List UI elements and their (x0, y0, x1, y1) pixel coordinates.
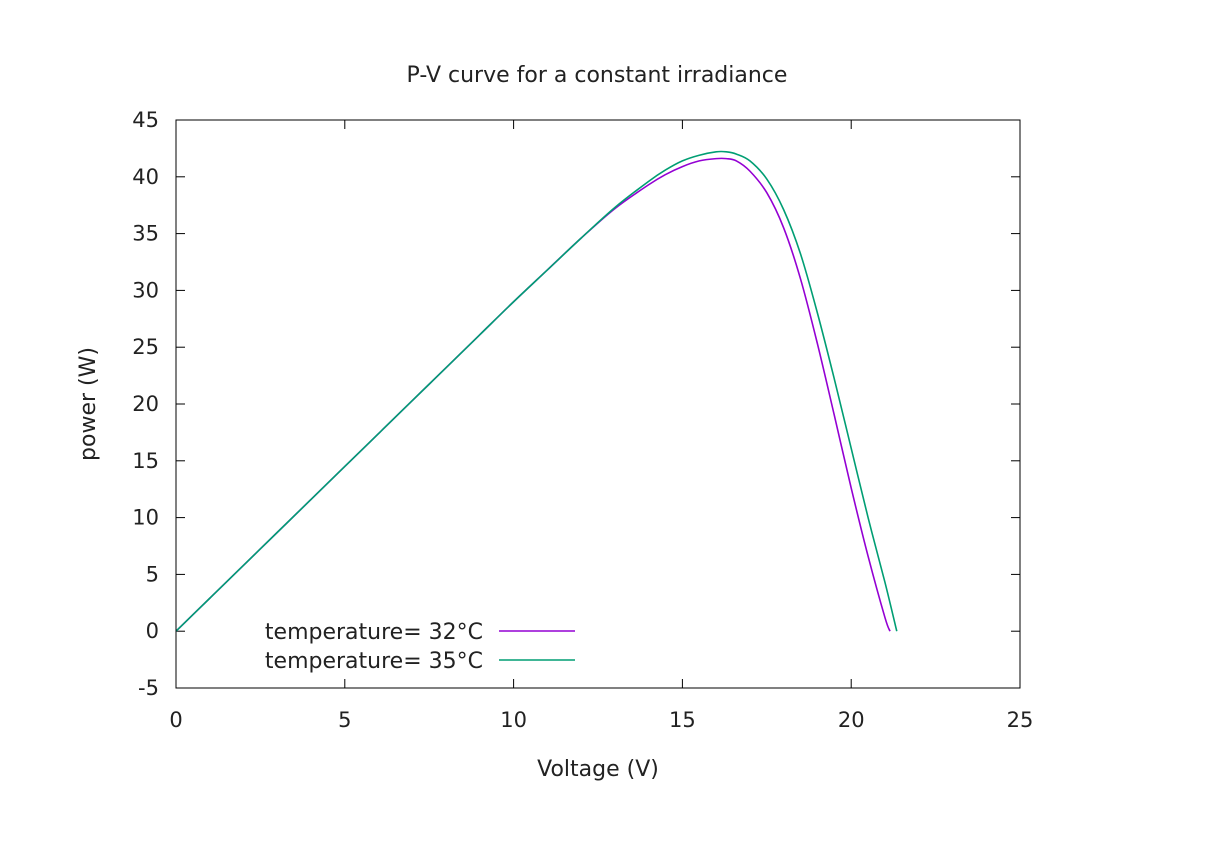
series-line-1 (175, 157, 891, 632)
x-tick-label: 10 (500, 708, 527, 732)
y-tick-label: 35 (132, 222, 159, 246)
y-tick-label: -5 (138, 676, 159, 700)
axis-tick-labels: 0 5 10 15 20 25 -5 0 5 10 15 20 25 30 35 40 45 (132, 108, 1033, 732)
x-tick-label: 20 (838, 708, 865, 732)
y-tick-label: 45 (132, 108, 159, 132)
y-tick-label: 15 (132, 449, 159, 473)
series-layer (175, 150, 898, 632)
y-tick-label: 25 (132, 335, 159, 359)
legend-label-1: temperature= 32°C (265, 620, 483, 645)
y-tick-label: 20 (132, 392, 159, 416)
legend-label-2: temperature= 35°C (265, 649, 483, 674)
y-tick-label: 0 (146, 619, 159, 643)
series-line-2 (175, 150, 898, 632)
legend: temperature= 32°C temperature= 35°C (265, 620, 575, 674)
y-tick-label: 5 (146, 562, 159, 586)
x-axis-title: Voltage (V) (537, 757, 659, 782)
x-tick-label: 25 (1007, 708, 1034, 732)
y-tick-label: 30 (132, 278, 159, 302)
x-tick-label: 15 (669, 708, 696, 732)
y-tick-label: 40 (132, 165, 159, 189)
y-axis-title: power (W) (76, 347, 101, 461)
x-tick-label: 5 (338, 708, 351, 732)
plot-frame (175, 119, 1021, 689)
x-tick-label: 0 (169, 708, 182, 732)
axis-ticks (175, 119, 1021, 689)
chart-title: P-V curve for a constant irradiance (407, 63, 788, 88)
y-tick-label: 10 (132, 506, 159, 530)
